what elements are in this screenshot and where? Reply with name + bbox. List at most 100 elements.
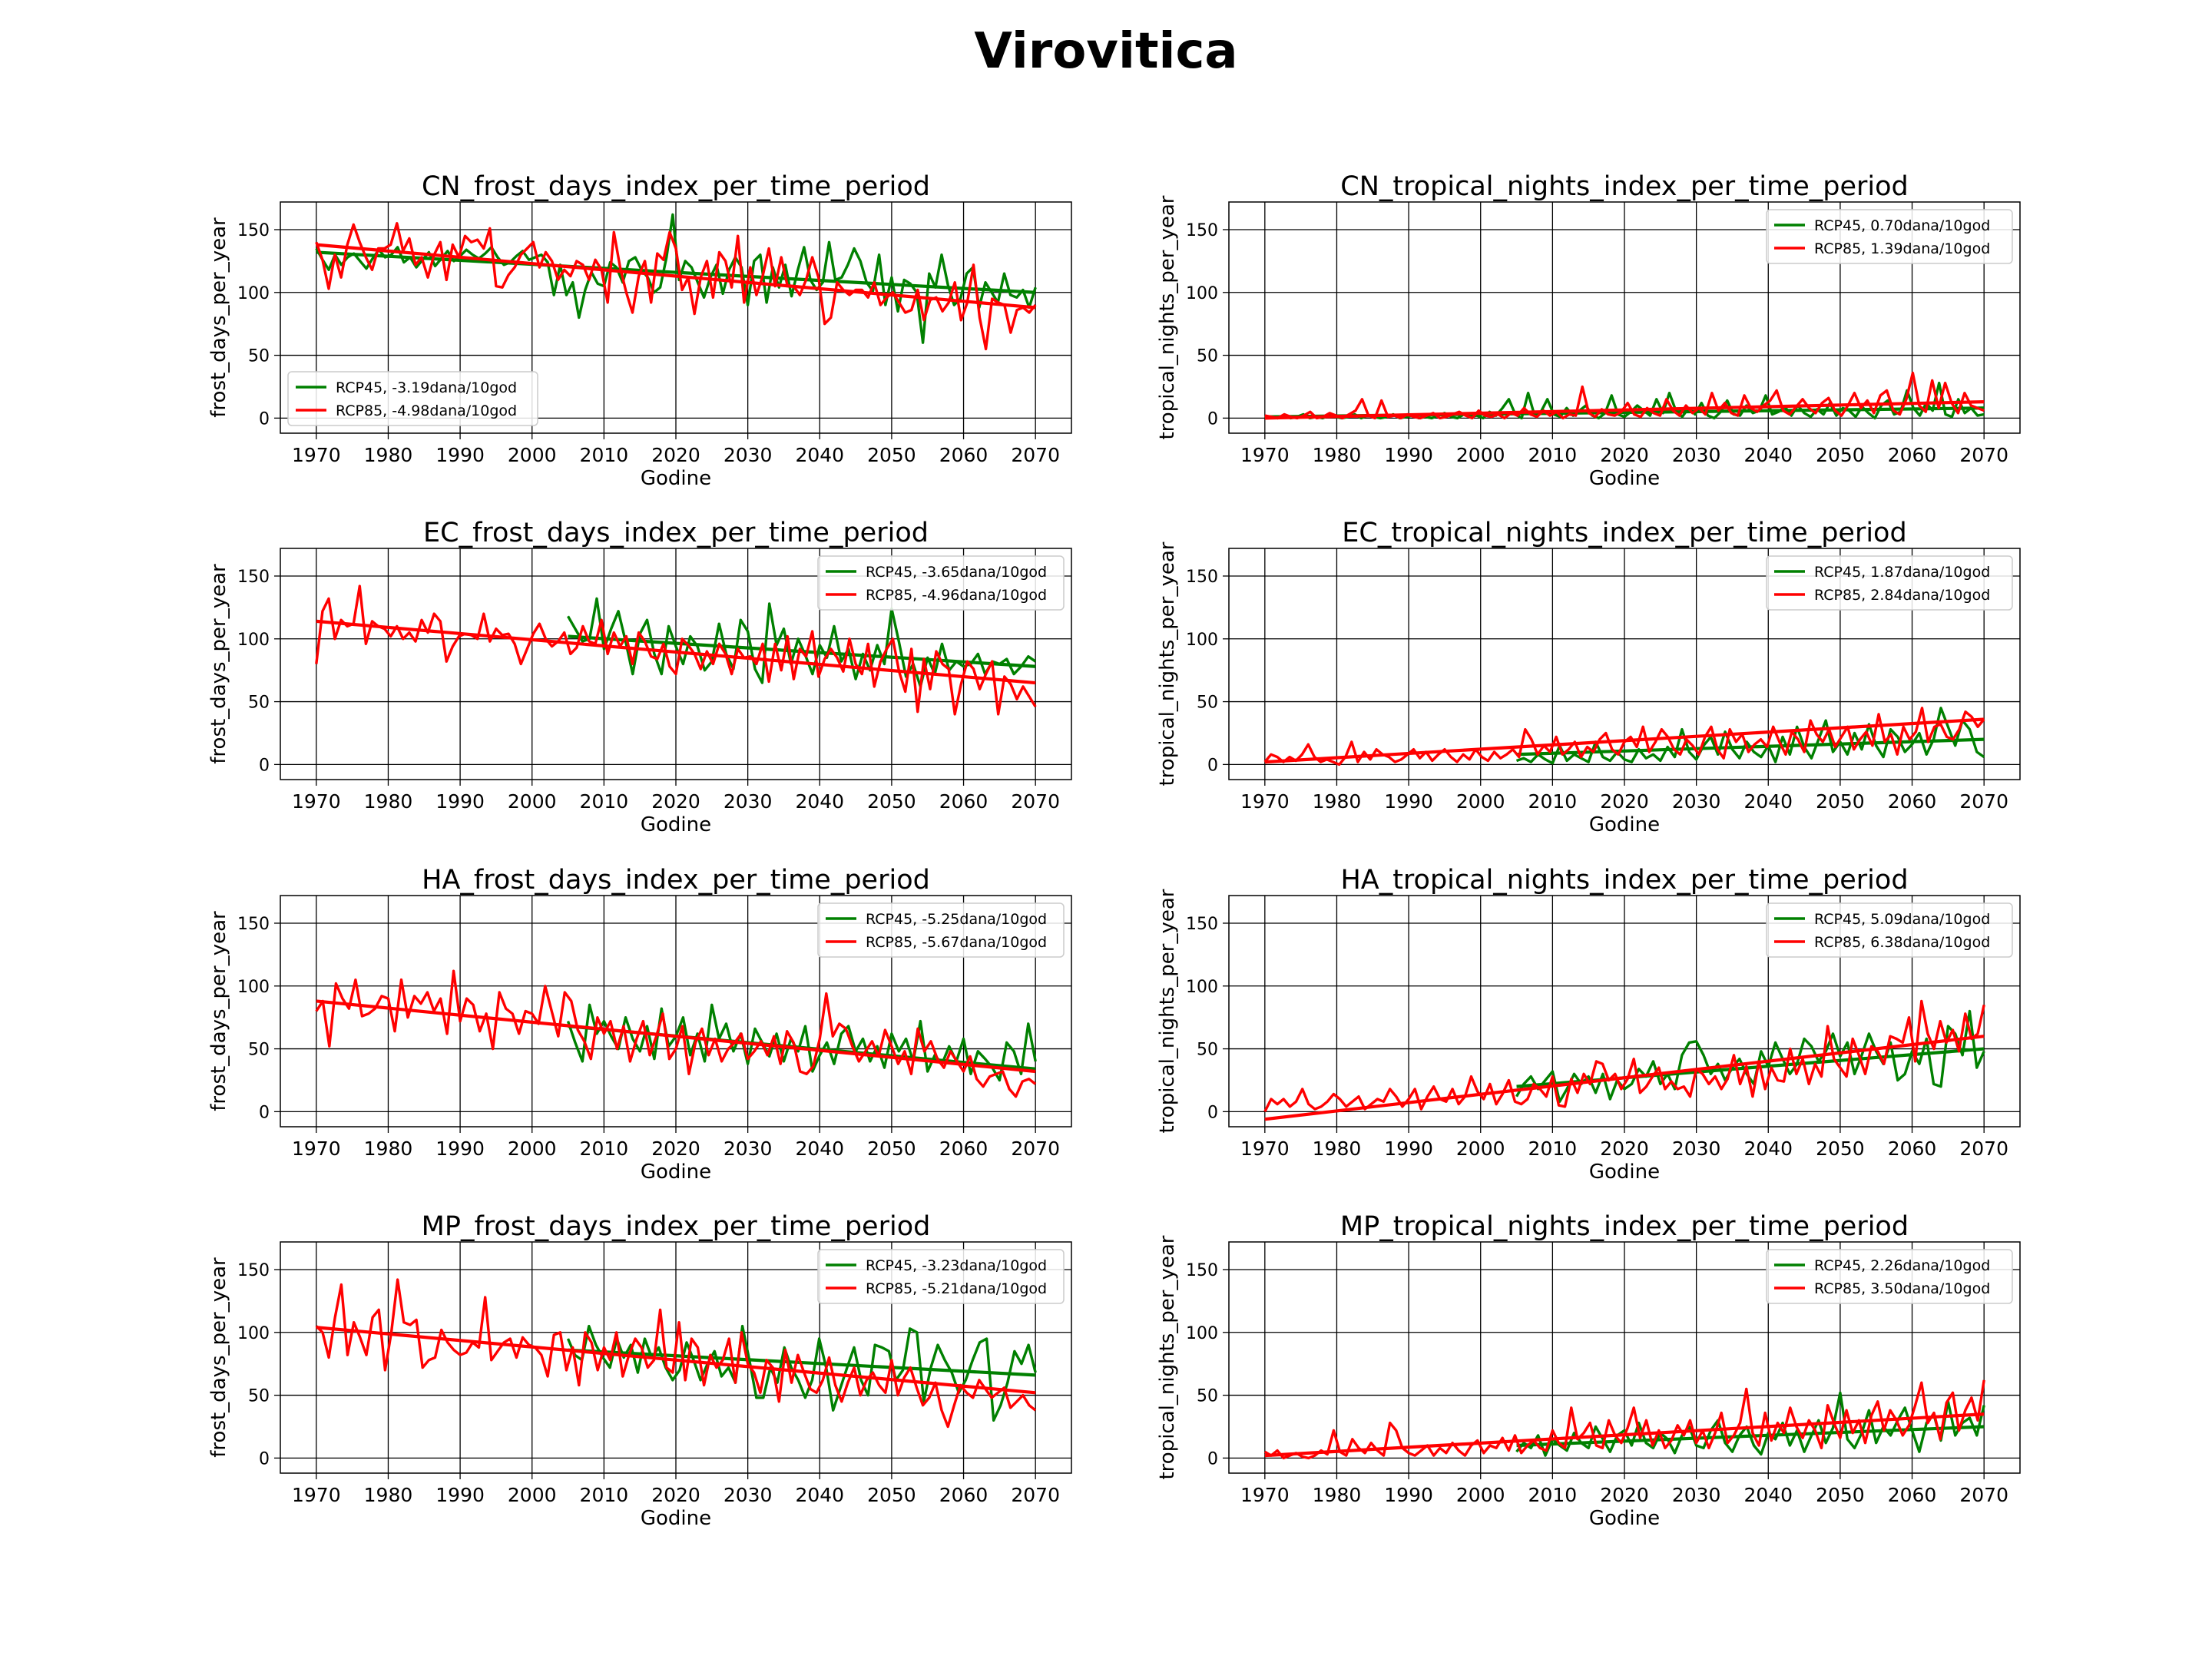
chart-panel: 1970 1980 1990 2000 2010 2020 2030 2040 2050 2060… [207,171,1072,490]
series-line-rcp85 [315,1278,1037,1429]
x-tick-label: 2040 [795,444,844,466]
legend-label: RCP45, 5.09dana/10god [1814,911,1990,928]
legend-label: RCP85, 6.38dana/10god [1814,934,1990,951]
x-tick-label: 2060 [939,444,988,466]
y-tick-label: 50 [248,1041,270,1060]
legend-box [817,555,1065,611]
y-tick-label: 100 [1186,284,1218,303]
x-tick-label: 2010 [1528,444,1578,466]
y-tick-label: 150 [237,568,270,587]
x-tick-label: 2000 [1456,1137,1505,1160]
y-tick-label: 0 [1207,1103,1218,1122]
x-tick-label: 2050 [1816,790,1865,813]
x-tick-label: 2070 [1959,1484,2008,1506]
x-tick-label: 1980 [1313,1484,1362,1506]
legend-box [817,902,1065,958]
trend-line-rcp85 [1264,400,1985,420]
chart-panel: 1970 1980 1990 2000 2010 2020 2030 2040 2050 2060… [1156,171,2021,490]
chart-title: HA_frost_days_index_per_time_period [422,865,930,896]
y-tick-label: 50 [1197,1041,1218,1060]
chart-title: CN_frost_days_index_per_time_period [422,171,930,202]
chart-title: HA_tropical_nights_index_per_time_period [1340,865,1908,896]
x-tick-label: 2030 [1672,1137,1721,1160]
y-tick-label: 150 [1186,221,1218,240]
y-tick-label: 0 [259,409,270,429]
y-tick-label: 50 [1197,1387,1218,1406]
x-axis-label: Godine [641,467,711,490]
x-tick-label: 2050 [867,790,916,813]
x-tick-label: 2040 [795,1137,844,1160]
x-tick-label: 2050 [867,444,916,466]
chart-title: EC_frost_days_index_per_time_period [423,518,929,548]
x-axis-label: Godine [641,1507,711,1530]
x-tick-label: 2070 [1959,444,2008,466]
x-tick-label: 2040 [1743,1484,1793,1506]
x-tick-label: 2030 [1672,1484,1721,1506]
y-tick-label: 100 [237,631,270,650]
legend-label: RCP85, 3.50dana/10god [1814,1280,1990,1297]
series-line-rcp85 [315,969,1037,1098]
y-tick-label: 50 [1197,694,1218,713]
legend-label: RCP45, 2.26dana/10god [1814,1257,1990,1274]
legend-label: RCP45, 0.70dana/10god [1814,217,1990,234]
x-tick-label: 2020 [1600,444,1649,466]
y-axis-label: frost_days_per_year [207,564,230,764]
x-tick-label: 2060 [939,1484,988,1506]
legend-label: RCP85, -5.21dana/10god [866,1280,1047,1297]
y-tick-label: 0 [1207,409,1218,429]
x-tick-label: 1970 [1240,1484,1290,1506]
y-tick-label: 100 [237,284,270,303]
x-tick-label: 1990 [1384,1137,1433,1160]
y-axis-label: tropical_nights_per_year [1156,541,1179,786]
x-tick-label: 2070 [1011,444,1060,466]
x-tick-label: 1980 [1313,1137,1362,1160]
x-tick-label: 2070 [1011,790,1060,813]
x-tick-label: 2020 [651,790,700,813]
legend: RCP45, -5.25dana/10god RCP85, -5.67dana/1… [817,902,1065,958]
y-tick-label: 150 [237,1261,270,1280]
trend-line-rcp85 [1264,1412,1985,1458]
x-tick-label: 2030 [1672,444,1721,466]
x-tick-label: 2020 [1600,790,1649,813]
y-axis-label: frost_days_per_year [207,911,230,1111]
x-axis-label: Godine [641,813,711,836]
x-tick-label: 1980 [364,1137,413,1160]
y-tick-label: 150 [237,221,270,240]
y-tick-label: 150 [1186,1261,1218,1280]
x-tick-label: 1970 [1240,790,1290,813]
axes-frame [1228,895,2021,1128]
x-tick-label: 2060 [939,1137,988,1160]
y-tick-label: 0 [259,1103,270,1122]
x-tick-label: 2010 [1528,1484,1578,1506]
trend-line-rcp85 [316,619,1036,685]
x-tick-label: 2000 [1456,1484,1505,1506]
x-tick-label: 2030 [724,1484,773,1506]
legend: RCP45, 5.09dana/10god RCP85, 6.38dana/10g… [1766,902,2013,958]
x-tick-label: 2060 [1888,1137,1937,1160]
x-tick-label: 2010 [580,1137,629,1160]
legend-label: RCP45, -3.23dana/10god [866,1257,1047,1274]
x-tick-label: 1970 [292,1484,341,1506]
x-tick-label: 2000 [508,444,557,466]
x-tick-label: 1990 [435,1484,485,1506]
legend-label: RCP85, -4.98dana/10god [336,402,517,419]
x-tick-label: 1980 [364,1484,413,1506]
chart-panel: 1970 1980 1990 2000 2010 2020 2030 2040 2050 2060… [207,1211,1072,1530]
y-tick-label: 150 [1186,915,1218,934]
legend: RCP45, 1.87dana/10god RCP85, 2.84dana/10g… [1766,555,2013,611]
axes-frame [280,201,1072,434]
chart-title: CN_tropical_nights_index_per_time_period [1340,171,1908,202]
chart-title: EC_tropical_nights_index_per_time_period [1342,518,1906,548]
x-tick-label: 1970 [292,1137,341,1160]
x-tick-label: 2030 [724,1137,773,1160]
x-tick-label: 2000 [508,1137,557,1160]
legend: RCP45, 0.70dana/10god RCP85, 1.39dana/10g… [1766,209,2013,264]
chart-panel: 1970 1980 1990 2000 2010 2020 2030 2040 2050 2060… [207,518,1072,836]
trend-line-rcp85 [316,1326,1036,1395]
y-axis-label: tropical_nights_per_year [1156,889,1179,1133]
x-tick-label: 1980 [1313,790,1362,813]
x-tick-label: 2010 [1528,790,1578,813]
y-axis-label: frost_days_per_year [207,217,230,418]
legend: RCP45, -3.19dana/10god RCP85, -4.98dana/1… [287,371,538,426]
x-tick-label: 2040 [1743,1137,1793,1160]
